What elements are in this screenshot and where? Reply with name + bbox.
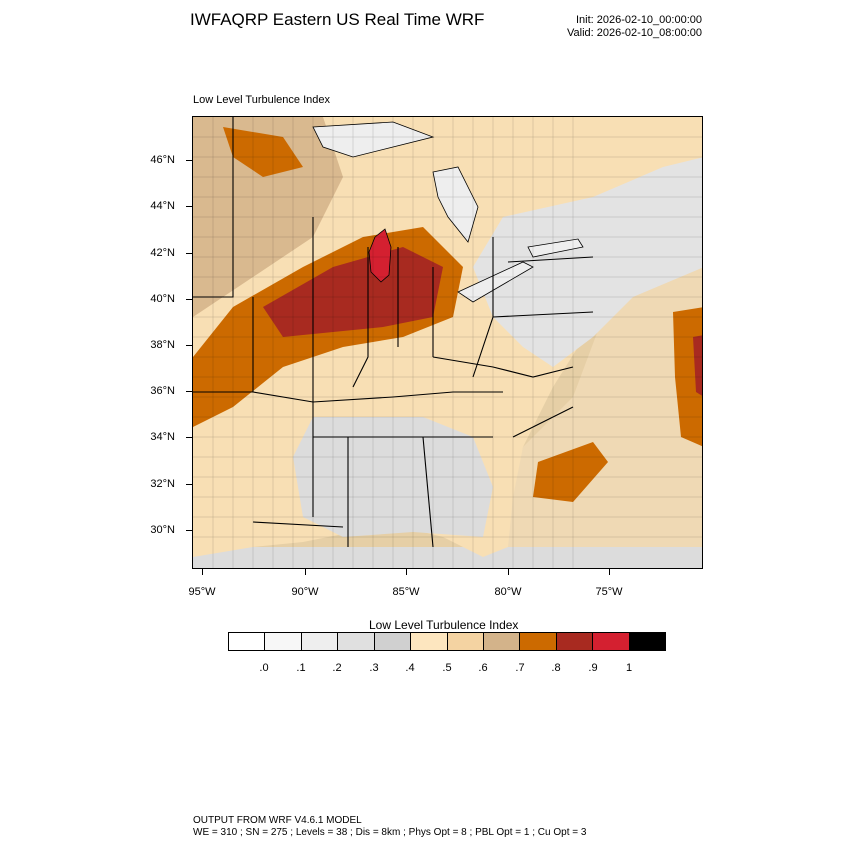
lake-superior xyxy=(312,121,435,158)
lat-tick xyxy=(186,530,192,531)
colorbar-swatch xyxy=(265,633,302,650)
colorbar-swatch xyxy=(374,633,412,650)
lat-label-44: 44°N xyxy=(150,200,175,212)
colorbar-swatch xyxy=(338,633,375,650)
lat-label-36: 36°N xyxy=(150,385,175,397)
colorbar-label: .2 xyxy=(332,662,342,674)
colorbar-label: .3 xyxy=(369,662,379,674)
colorbar-label: 1 xyxy=(625,662,633,674)
lon-tick xyxy=(609,569,610,575)
lat-label-42: 42°N xyxy=(150,247,175,259)
colorbar-swatch xyxy=(229,633,266,650)
run-times: Init: 2026-02-10_00:00:00 Valid: 2026-02… xyxy=(567,14,702,40)
lat-tick xyxy=(186,437,192,438)
lon-tick xyxy=(202,569,203,575)
lon-tick xyxy=(305,569,306,575)
lon-tick xyxy=(406,569,407,575)
colorbar xyxy=(228,632,666,651)
init-time: Init: 2026-02-10_00:00:00 xyxy=(576,14,702,26)
lon-label-75: 75°W xyxy=(595,586,623,598)
lat-tick xyxy=(186,299,192,300)
lon-label-90: 90°W xyxy=(291,586,319,598)
colorbar-label: .0 xyxy=(259,662,269,674)
lake-ontario xyxy=(527,238,584,258)
lat-label-40: 40°N xyxy=(150,293,175,305)
footer-line-2: WE = 310 ; SN = 275 ; Levels = 38 ; Dis … xyxy=(193,827,587,838)
colorbar-swatch xyxy=(301,633,339,650)
lon-tick xyxy=(508,569,509,575)
colorbar-label: .8 xyxy=(551,662,561,674)
colorbar-swatch xyxy=(556,633,594,650)
colorbar-swatch xyxy=(593,633,630,650)
colorbar-swatch xyxy=(447,633,484,650)
colorbar-title: Low Level Turbulence Index xyxy=(369,618,519,632)
map-panel xyxy=(192,116,703,569)
lat-tick xyxy=(186,160,192,161)
colorbar-label: .4 xyxy=(405,662,415,674)
lake-michigan-red xyxy=(368,228,392,283)
field-subtitle: Low Level Turbulence Index xyxy=(193,94,330,106)
model-footer: OUTPUT FROM WRF V4.6.1 MODEL WE = 310 ; … xyxy=(193,815,586,839)
lat-tick xyxy=(186,253,192,254)
colorbar-label: .9 xyxy=(588,662,598,674)
colorbar-label: .7 xyxy=(515,662,525,674)
lake-huron xyxy=(432,166,479,243)
colorbar-label: .6 xyxy=(478,662,488,674)
footer-line-1: OUTPUT FROM WRF V4.6.1 MODEL xyxy=(193,815,362,826)
map-svg xyxy=(193,117,702,568)
colorbar-swatch xyxy=(411,633,448,650)
southeast-grey xyxy=(293,417,493,537)
gulf-shading xyxy=(193,547,702,568)
lon-label-80: 80°W xyxy=(494,586,522,598)
lon-label-95: 95°W xyxy=(188,586,216,598)
north-orange xyxy=(223,127,303,177)
lat-label-46: 46°N xyxy=(150,154,175,166)
lon-label-85: 85°W xyxy=(392,586,420,598)
lat-tick xyxy=(186,206,192,207)
state-boundaries xyxy=(193,117,594,548)
colorbar-label: .1 xyxy=(296,662,306,674)
lat-label-32: 32°N xyxy=(150,478,175,490)
west-tan xyxy=(193,117,343,317)
colorbar-swatch xyxy=(483,633,521,650)
lat-tick xyxy=(186,484,192,485)
colorbar-label: .5 xyxy=(442,662,452,674)
lake-erie xyxy=(457,261,534,303)
map-title: IWFAQRP Eastern US Real Time WRF xyxy=(190,10,485,29)
lat-tick xyxy=(186,391,192,392)
lat-label-34: 34°N xyxy=(150,431,175,443)
lat-label-30: 30°N xyxy=(150,524,175,536)
lat-label-38: 38°N xyxy=(150,339,175,351)
colorbar-swatch xyxy=(629,633,666,650)
lat-tick xyxy=(186,345,192,346)
offshore-dark-band xyxy=(693,335,702,396)
valid-time: Valid: 2026-02-10_08:00:00 xyxy=(567,27,702,39)
colorbar-swatch xyxy=(520,633,557,650)
offshore-patch xyxy=(533,442,608,502)
